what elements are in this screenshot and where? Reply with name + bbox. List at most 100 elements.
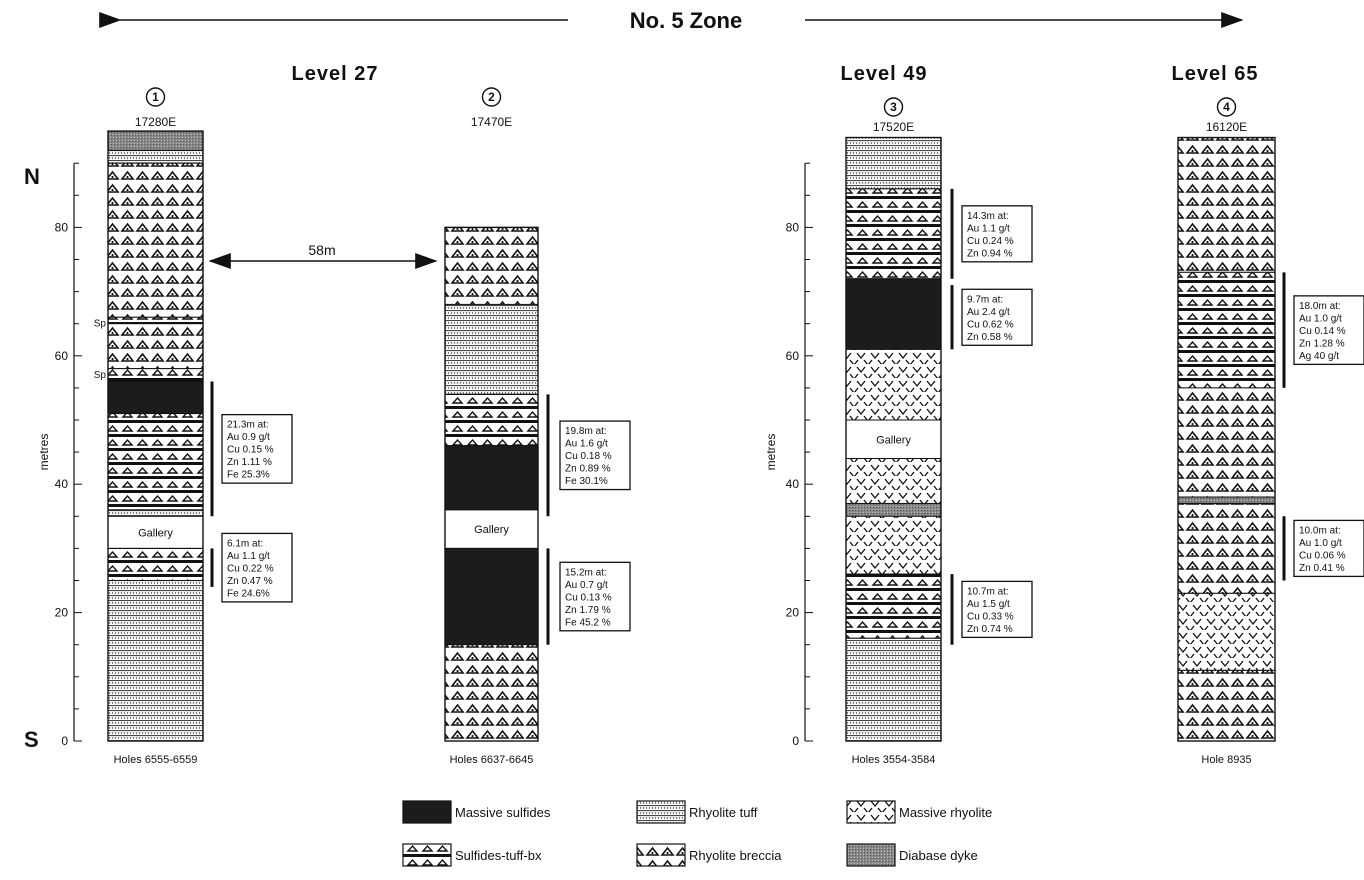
unit-tuff	[845, 137, 942, 190]
axis-tick-label: 80	[786, 220, 800, 234]
column-number-circle	[145, 87, 166, 107]
legend-item-diabase: Diabase dyke	[846, 843, 978, 867]
legend-swatch	[636, 843, 686, 867]
assay-line: Cu 0.14 %	[1299, 326, 1346, 337]
assay-line: Cu 0.15 %	[227, 445, 274, 456]
unit-tuff	[107, 149, 204, 164]
assay-line: Zn 0.41 %	[1299, 563, 1345, 574]
column-number-circle	[1216, 97, 1237, 117]
unit-diabase	[1177, 496, 1276, 504]
assay-line: Cu 0.18 %	[565, 451, 612, 462]
unit-breccia	[1177, 502, 1276, 594]
assay-line: Zn 0.74 %	[967, 624, 1013, 635]
assay-box-frame	[1293, 295, 1364, 366]
assay-line: Cu 0.13 %	[565, 592, 612, 603]
unit-sulfbx	[107, 368, 204, 382]
assay-box: 21.3m at:Au 0.9 g/t Cu 0.15 %Zn 1.11 % Fe …	[221, 413, 293, 484]
assay-line: Au 1.6 g/t	[565, 439, 608, 450]
unit-breccia	[1177, 387, 1276, 498]
assay-box: 10.0m at: Au 1.0 g/tCu 0.06 % Zn 0.41 %	[1293, 519, 1364, 578]
zone-title: No. 5 Zone	[630, 8, 742, 33]
assay-box-frame	[961, 288, 1033, 346]
unit-massive	[444, 547, 539, 646]
assay-line: 10.7m at:	[967, 586, 1009, 597]
assay-box-frame	[1293, 519, 1364, 578]
south-label: S	[24, 727, 39, 752]
unit-sulfbx	[444, 393, 539, 447]
legend-item-breccia: Rhyolite breccia	[636, 843, 782, 867]
axis-tick-label: 20	[55, 606, 69, 620]
column-number: 1	[152, 90, 159, 104]
legend: Massive sulfides Rhyolite tuff Massive rhy…	[402, 800, 992, 867]
assay-line: Cu 0.22 %	[227, 563, 274, 574]
legend-item-sulfbx: Sulfides-tuff-bx	[402, 843, 542, 867]
column-easting: 16120E	[1206, 120, 1247, 134]
assay-line: Zn 0.89 %	[565, 464, 611, 475]
column-number-circle	[883, 97, 904, 117]
assay-line: 18.0m at:	[1299, 301, 1341, 312]
assay-box: 14.3m at:Au 1.1 g/t Cu 0.24 %Zn 0.94 %	[961, 205, 1033, 263]
unit-tuff	[845, 637, 942, 742]
unit-sulfbx	[107, 547, 204, 582]
level-title-65: Level 65	[1172, 63, 1259, 85]
assay-line: Zn 1.79 %	[565, 605, 611, 616]
unit-breccia	[444, 644, 539, 742]
assay-line: Fe 25.3%	[227, 470, 270, 481]
unit-breccia	[444, 226, 539, 305]
column-number: 2	[488, 90, 495, 104]
column-easting: 17520E	[873, 120, 914, 134]
distance-label: 58m	[308, 242, 335, 258]
unit-breccia	[107, 323, 204, 370]
assay-box: 10.7m at: Au 1.5 g/tCu 0.33 % Zn 0.74 %	[961, 580, 1033, 639]
unit-sulfbx	[845, 573, 942, 639]
assay-line: Au 1.1 g/t	[967, 223, 1010, 234]
unit-rhyolite	[1177, 592, 1276, 671]
assay-box: 9.7m at: Au 2.4 g/tCu 0.62 % Zn 0.58 %	[961, 288, 1033, 346]
unit-gallery	[845, 419, 942, 460]
assay-line: Zn 1.28 %	[1299, 338, 1345, 349]
axis-tick-label: 0	[792, 734, 799, 748]
legend-label: Massive rhyolite	[899, 805, 992, 820]
column-number: 4	[1223, 100, 1230, 114]
hole-label: Hole 8935	[1201, 754, 1251, 766]
assay-box-frame	[961, 580, 1033, 639]
column-number: 3	[890, 100, 897, 114]
assay-line: 19.8m at:	[565, 426, 607, 437]
hole-label: Holes 6637-6645	[450, 754, 534, 766]
legend-item-massive: Massive sulfides	[402, 800, 551, 824]
depth-axis-left: N S metres 0 20 40 60 80	[24, 162, 82, 752]
assay-box: 18.0m at:Au 1.0 g/t Cu 0.14 %Zn 1.28 % Ag …	[1293, 295, 1364, 366]
assay-box-frame	[221, 532, 293, 603]
assay-box: 6.1m at: Au 1.1 g/tCu 0.22 % Zn 0.47 %Fe 2…	[221, 532, 293, 603]
assay-box-frame	[559, 561, 631, 632]
legend-swatch	[846, 843, 896, 867]
assay-line: Au 2.4 g/t	[967, 307, 1010, 318]
gallery-label: Gallery	[876, 434, 911, 446]
level-title-27: Level 27	[292, 63, 379, 85]
drill-column-4: 4 16120E Hole 8935 18.0m at:Au 1.0 g/tCu 0.…	[1177, 97, 1364, 766]
assay-line: 21.3m at:	[227, 420, 269, 431]
assay-line: Cu 0.33 %	[967, 611, 1014, 622]
unit-rhyolite	[845, 515, 942, 575]
assay-line: Au 0.9 g/t	[227, 432, 270, 443]
assay-line: Zn 1.11 %	[227, 457, 272, 468]
column-outline	[444, 226, 539, 742]
unit-massive	[845, 278, 942, 350]
sp-label: Sp	[94, 370, 107, 381]
assay-box: 19.8m at: Au 1.6 g/tCu 0.18 % Zn 0.89 %Fe …	[559, 420, 631, 491]
level-title-49: Level 49	[841, 63, 928, 85]
legend-swatch	[846, 800, 896, 824]
north-label: N	[24, 164, 40, 189]
axis-label-metres: metres	[37, 434, 51, 471]
drill-column-2: 2 17470E Gallery Holes 6637-6645 19.8m at: Au…	[444, 87, 631, 766]
legend-swatch	[636, 800, 686, 824]
axis-tick-label: 80	[55, 220, 69, 234]
unit-breccia	[1177, 137, 1276, 273]
hole-label: Holes 6555-6559	[114, 754, 198, 766]
axis-tick-label: 60	[786, 349, 800, 363]
unit-diabase	[845, 502, 942, 517]
assay-line: Zn 0.94 %	[967, 248, 1013, 259]
assay-line: Ag 40 g/t	[1299, 351, 1339, 362]
column-outline	[845, 136, 942, 742]
